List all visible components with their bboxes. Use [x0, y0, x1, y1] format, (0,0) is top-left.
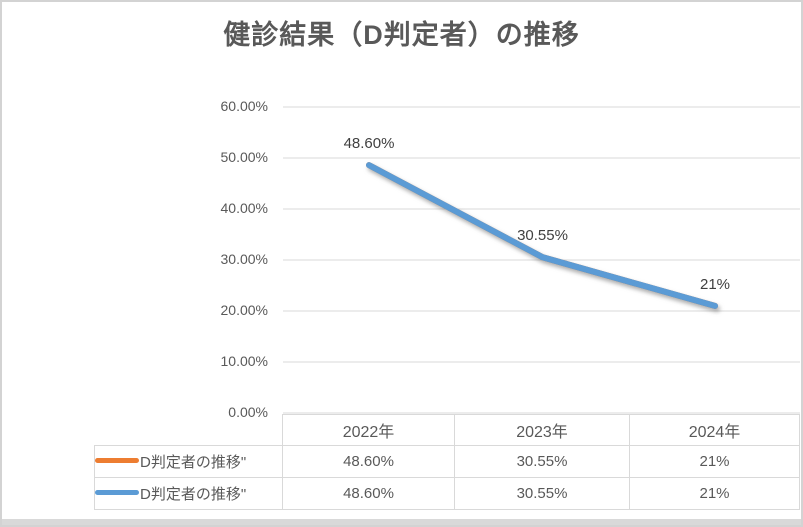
category-header-row: 2022年 2023年 2024年 — [94, 414, 800, 446]
legend-entry-series-2[interactable]: D判定者の推移" — [94, 477, 283, 510]
data-label[interactable]: 48.60% — [343, 135, 395, 153]
table-cell: 30.55% — [454, 445, 630, 478]
chart-title[interactable]: 健診結果（D判定者）の推移 — [223, 20, 580, 50]
data-label[interactable]: 30.55% — [517, 227, 568, 245]
y-axis-tick-label: 50.00% — [220, 149, 268, 165]
series-line-2[interactable] — [366, 162, 718, 309]
y-axis-tick-label: 10.00% — [220, 353, 268, 369]
chart-data-table[interactable]: 2022年 2023年 2024年 D判定者の推移" 48.60% 30.55%… — [94, 414, 800, 510]
table-cell: 30.55% — [454, 477, 630, 510]
table-cell: 48.60% — [282, 445, 455, 478]
series-2-line-marker-icon — [95, 490, 139, 495]
table-cell: 48.60% — [282, 477, 455, 510]
data-table-blank-cell — [94, 414, 283, 446]
series-1-line-marker-icon — [95, 458, 139, 463]
y-axis-tick-label: 30.00% — [220, 251, 268, 267]
category-header-2024: 2024年 — [629, 414, 800, 446]
y-axis-tick-label: 20.00% — [220, 302, 268, 318]
y-axis-tick-label: 0.00% — [228, 404, 268, 420]
table-row-series-2: D判定者の推移" 48.60% 30.55% 21% — [94, 477, 800, 510]
window-bottom-edge — [2, 519, 801, 525]
category-header-2022: 2022年 — [282, 414, 455, 446]
series-1-name: D判定者の推移" — [140, 454, 247, 471]
y-axis-tick-label: 40.00% — [220, 200, 268, 216]
series-2-name: D判定者の推移" — [140, 486, 247, 503]
table-cell: 21% — [629, 477, 800, 510]
table-row-series-1: D判定者の推移" 48.60% 30.55% 21% — [94, 445, 800, 478]
y-axis-tick-label: 60.00% — [220, 98, 268, 114]
category-header-2023: 2023年 — [454, 414, 630, 446]
data-label[interactable]: 21% — [699, 275, 731, 293]
legend-entry-series-1[interactable]: D判定者の推移" — [94, 445, 283, 478]
table-cell: 21% — [629, 445, 800, 478]
